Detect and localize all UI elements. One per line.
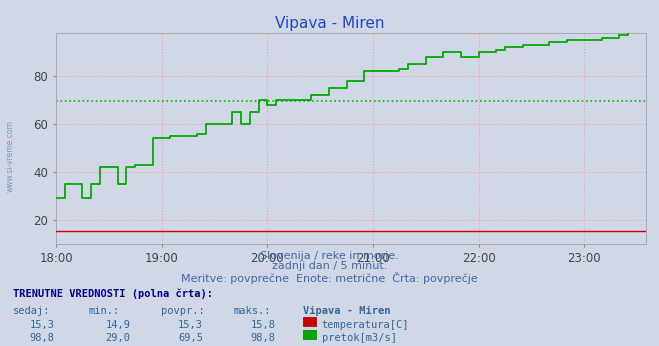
Text: min.:: min.:: [89, 306, 120, 316]
Text: temperatura[C]: temperatura[C]: [322, 320, 409, 330]
Text: zadnji dan / 5 minut.: zadnji dan / 5 minut.: [272, 261, 387, 271]
Text: Vipava - Miren: Vipava - Miren: [275, 16, 384, 30]
Text: 15,3: 15,3: [178, 320, 203, 330]
Text: 14,9: 14,9: [105, 320, 130, 330]
Text: 15,3: 15,3: [30, 320, 55, 330]
Text: sedaj:: sedaj:: [13, 306, 51, 316]
Text: Meritve: povprečne  Enote: metrične  Črta: povprečje: Meritve: povprečne Enote: metrične Črta:…: [181, 272, 478, 284]
Text: 29,0: 29,0: [105, 333, 130, 343]
Text: pretok[m3/s]: pretok[m3/s]: [322, 333, 397, 343]
Text: 69,5: 69,5: [178, 333, 203, 343]
Text: 98,8: 98,8: [250, 333, 275, 343]
Text: Vipava - Miren: Vipava - Miren: [303, 306, 391, 316]
Text: Slovenija / reke in morje.: Slovenija / reke in morje.: [260, 251, 399, 261]
Text: www.si-vreme.com: www.si-vreme.com: [5, 120, 14, 192]
Text: TRENUTNE VREDNOSTI (polna črta):: TRENUTNE VREDNOSTI (polna črta):: [13, 289, 213, 299]
Text: povpr.:: povpr.:: [161, 306, 205, 316]
Text: maks.:: maks.:: [234, 306, 272, 316]
Text: 15,8: 15,8: [250, 320, 275, 330]
Text: 98,8: 98,8: [30, 333, 55, 343]
